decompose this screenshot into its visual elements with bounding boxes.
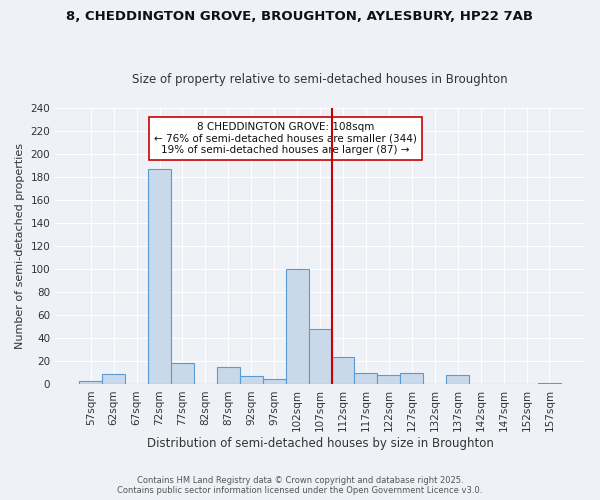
Bar (102, 374, 125, 384)
Bar (286, 270, 308, 384)
Bar (148, 169, 171, 384)
Bar (332, 357, 355, 384)
Bar (240, 376, 263, 384)
Title: Size of property relative to semi-detached houses in Broughton: Size of property relative to semi-detach… (132, 73, 508, 86)
Text: 8, CHEDDINGTON GROVE, BROUGHTON, AYLESBURY, HP22 7AB: 8, CHEDDINGTON GROVE, BROUGHTON, AYLESBU… (67, 10, 533, 23)
Text: 8 CHEDDINGTON GROVE: 108sqm
← 76% of semi-detached houses are smaller (344)
19% : 8 CHEDDINGTON GROVE: 108sqm ← 76% of sem… (154, 122, 417, 155)
Bar (377, 375, 400, 384)
Y-axis label: Number of semi-detached properties: Number of semi-detached properties (15, 143, 25, 349)
Bar (263, 378, 286, 384)
Bar (79, 381, 102, 384)
Bar (446, 375, 469, 384)
Bar (400, 373, 423, 384)
Bar (355, 373, 377, 384)
Bar (171, 362, 194, 384)
Bar (308, 329, 332, 384)
Text: Contains HM Land Registry data © Crown copyright and database right 2025.
Contai: Contains HM Land Registry data © Crown c… (118, 476, 482, 495)
X-axis label: Distribution of semi-detached houses by size in Broughton: Distribution of semi-detached houses by … (146, 437, 494, 450)
Bar (217, 367, 240, 384)
